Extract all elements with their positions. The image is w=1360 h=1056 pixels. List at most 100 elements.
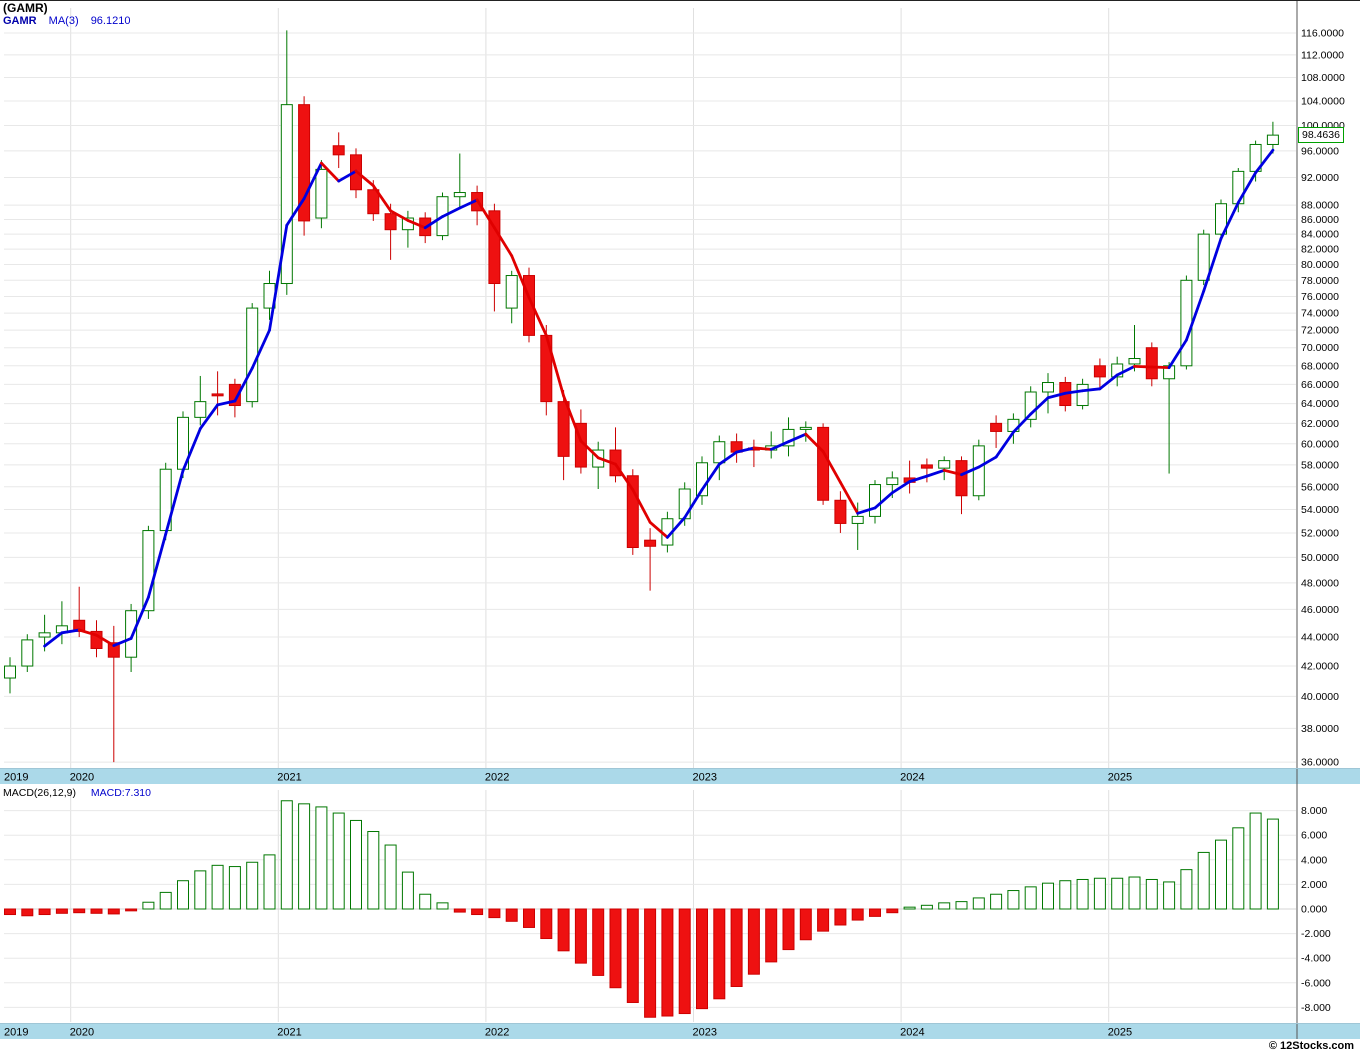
candle-body bbox=[125, 610, 138, 658]
ma-line-segment bbox=[994, 430, 1015, 459]
y-axis-tick-label: 104.0000 bbox=[1301, 96, 1345, 108]
ma-line-segment bbox=[95, 633, 116, 648]
macd-bar bbox=[955, 901, 968, 910]
ma-line-segment bbox=[890, 480, 911, 495]
candle-body bbox=[678, 488, 691, 520]
macd-bar bbox=[1249, 812, 1262, 910]
ma-line-segment bbox=[319, 161, 341, 183]
candle-body bbox=[1128, 358, 1141, 365]
candle-body bbox=[384, 213, 397, 231]
top-border bbox=[0, 0, 1360, 1]
macd-bar bbox=[713, 908, 726, 1000]
macd-bar bbox=[1180, 869, 1193, 910]
ma-line-segment bbox=[1029, 396, 1050, 416]
ma-line-segment bbox=[129, 595, 150, 640]
macd-axis-tick-label: 2.000 bbox=[1301, 879, 1327, 891]
macd-bar bbox=[972, 897, 985, 910]
candle-body bbox=[644, 539, 657, 547]
candle-body bbox=[782, 428, 795, 447]
y-axis-tick-label: 92.0000 bbox=[1301, 172, 1339, 184]
candle-body bbox=[488, 210, 501, 285]
ma-line-segment bbox=[1167, 338, 1188, 370]
macd-bar bbox=[1215, 839, 1227, 910]
candle-body bbox=[194, 401, 207, 418]
macd-axis-tick-label: -6.000 bbox=[1301, 977, 1331, 989]
macd-bar bbox=[21, 908, 34, 917]
ma-line-segment bbox=[1202, 237, 1223, 293]
candle-body bbox=[298, 104, 311, 222]
ma-line-segment bbox=[164, 469, 185, 536]
macd-bar bbox=[920, 904, 933, 910]
candle-body bbox=[886, 477, 899, 486]
candle-body bbox=[938, 460, 951, 469]
macd-bar bbox=[125, 908, 138, 912]
ma-line-segment bbox=[977, 455, 998, 469]
macd-bar bbox=[505, 908, 518, 922]
macd-bar bbox=[436, 902, 449, 910]
macd-axis-tick-label: 0.000 bbox=[1301, 904, 1327, 916]
macd-bar bbox=[540, 908, 553, 940]
ma-line-segment bbox=[960, 465, 981, 477]
ma-line-segment bbox=[250, 328, 271, 370]
y-axis-tick-label: 54.0000 bbox=[1301, 504, 1339, 516]
ma-line-segment bbox=[1081, 387, 1102, 393]
y-axis-tick-label: 38.0000 bbox=[1301, 723, 1339, 735]
y-axis-tick-label: 84.0000 bbox=[1301, 229, 1339, 241]
y-axis-tick-label: 70.0000 bbox=[1301, 342, 1339, 354]
ma-line-segment bbox=[925, 468, 946, 478]
candle-body bbox=[246, 307, 259, 403]
candle-body bbox=[1145, 347, 1158, 380]
macd-bar bbox=[73, 908, 86, 914]
macd-bar bbox=[1042, 882, 1054, 910]
ma-line-segment bbox=[873, 491, 894, 510]
macd-bar bbox=[1076, 878, 1089, 910]
ma-line-segment bbox=[787, 432, 808, 444]
year-label: 2023 bbox=[693, 772, 717, 784]
macd-bar bbox=[574, 908, 587, 964]
year-label: 2019 bbox=[4, 1027, 28, 1039]
y-axis-tick-label: 50.0000 bbox=[1301, 552, 1339, 564]
candle-body bbox=[1266, 134, 1279, 145]
macd-bar bbox=[1197, 851, 1210, 910]
ma-line-segment bbox=[1133, 365, 1154, 369]
candle-body bbox=[107, 642, 120, 658]
ma-line-segment bbox=[700, 462, 721, 492]
macd-bar bbox=[177, 880, 189, 910]
y-axis-tick-label: 64.0000 bbox=[1301, 398, 1339, 410]
ma-line-segment bbox=[717, 450, 738, 466]
macd-bar bbox=[1024, 886, 1037, 910]
ma-line-segment bbox=[198, 403, 220, 431]
macd-bar bbox=[263, 854, 276, 910]
ma-line-segment bbox=[544, 333, 565, 398]
macd-params-label: MACD(26,12,9) bbox=[3, 787, 76, 799]
macd-axis-tick-label: -2.000 bbox=[1301, 928, 1331, 940]
candle-body bbox=[523, 275, 535, 336]
ma-line-segment bbox=[285, 197, 306, 227]
ma-line-segment bbox=[337, 169, 358, 183]
macd-bar bbox=[834, 908, 847, 926]
macd-bar bbox=[298, 803, 311, 910]
ma-line-segment bbox=[856, 506, 877, 515]
candle-body bbox=[955, 460, 968, 497]
candle-body bbox=[505, 275, 518, 309]
y-axis-tick-label: 42.0000 bbox=[1301, 661, 1339, 673]
macd-value-label: MACD:7.310 bbox=[90, 787, 151, 799]
candle-body bbox=[1232, 170, 1245, 205]
candle-body bbox=[142, 530, 155, 612]
macd-bar bbox=[1163, 881, 1176, 910]
y-axis-tick-label: 48.0000 bbox=[1301, 577, 1339, 589]
candle-body bbox=[557, 401, 570, 457]
candle-body bbox=[920, 464, 933, 469]
ma-line-segment bbox=[371, 184, 393, 213]
macd-bar bbox=[142, 901, 155, 910]
macd-bar bbox=[990, 893, 1003, 910]
candle-body bbox=[228, 383, 241, 407]
macd-bar bbox=[1266, 818, 1279, 910]
ma-line-segment bbox=[406, 219, 427, 230]
candle-body bbox=[4, 665, 16, 679]
ma-line-segment bbox=[268, 223, 289, 332]
macd-bar bbox=[886, 908, 899, 914]
candle-body bbox=[367, 189, 380, 215]
ma-line-segment bbox=[441, 206, 462, 218]
macd-bar bbox=[626, 908, 639, 1003]
